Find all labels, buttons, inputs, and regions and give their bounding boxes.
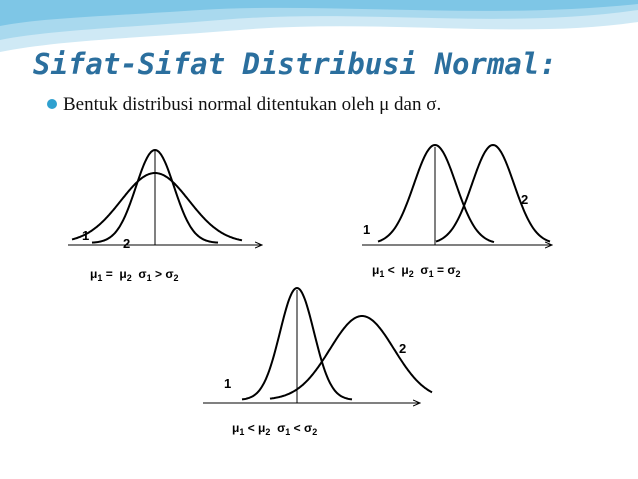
normal-curve bbox=[435, 143, 551, 243]
caption-text: < μ bbox=[384, 263, 408, 277]
curve-label: 2 bbox=[399, 341, 406, 356]
caption-text: σ bbox=[270, 421, 285, 435]
caption-subscript: 1 bbox=[379, 269, 384, 279]
caption-text: σ bbox=[414, 263, 429, 277]
caption-subscript: 2 bbox=[265, 427, 270, 437]
caption-subscript: 1 bbox=[147, 273, 152, 283]
normal-curve bbox=[71, 172, 243, 242]
caption-text: μ bbox=[232, 421, 239, 435]
curve-label: 2 bbox=[123, 236, 130, 251]
caption-text: = σ bbox=[434, 263, 456, 277]
caption-text: σ bbox=[132, 267, 147, 281]
caption: μ1 < μ2 σ1 = σ2 bbox=[372, 263, 461, 279]
caption-text: = μ bbox=[102, 267, 126, 281]
caption-subscript: 2 bbox=[312, 427, 317, 437]
bullet-dot bbox=[47, 99, 57, 109]
caption-text: μ bbox=[90, 267, 97, 281]
caption-text: < σ bbox=[290, 421, 312, 435]
caption-subscript: 2 bbox=[409, 269, 414, 279]
caption-subscript: 1 bbox=[239, 427, 244, 437]
title: Sifat-Sifat Distribusi Normal: bbox=[33, 47, 557, 81]
caption-subscript: 2 bbox=[127, 273, 132, 283]
bullet-text: Bentuk distribusi normal ditentukan oleh… bbox=[63, 94, 441, 115]
normal-curve bbox=[241, 286, 353, 401]
curve-label: 1 bbox=[82, 228, 89, 243]
curve-label: 2 bbox=[521, 192, 528, 207]
normal-curve bbox=[269, 315, 433, 400]
caption-text: μ bbox=[372, 263, 379, 277]
curve-label: 1 bbox=[363, 222, 370, 237]
curve-label: 1 bbox=[224, 376, 231, 391]
caption-subscript: 1 bbox=[285, 427, 290, 437]
normal-curve bbox=[91, 148, 219, 244]
caption-subscript: 1 bbox=[97, 273, 102, 283]
caption-subscript: 1 bbox=[429, 269, 434, 279]
caption-text: < μ bbox=[244, 421, 265, 435]
caption-subscript: 2 bbox=[174, 273, 179, 283]
caption-text: > σ bbox=[152, 267, 174, 281]
caption: μ1 = μ2 σ1 > σ2 bbox=[90, 267, 179, 283]
caption-subscript: 2 bbox=[456, 269, 461, 279]
header-decoration bbox=[0, 0, 638, 52]
caption: μ1 < μ2 σ1 < σ2 bbox=[232, 421, 317, 437]
normal-curve bbox=[377, 143, 495, 244]
